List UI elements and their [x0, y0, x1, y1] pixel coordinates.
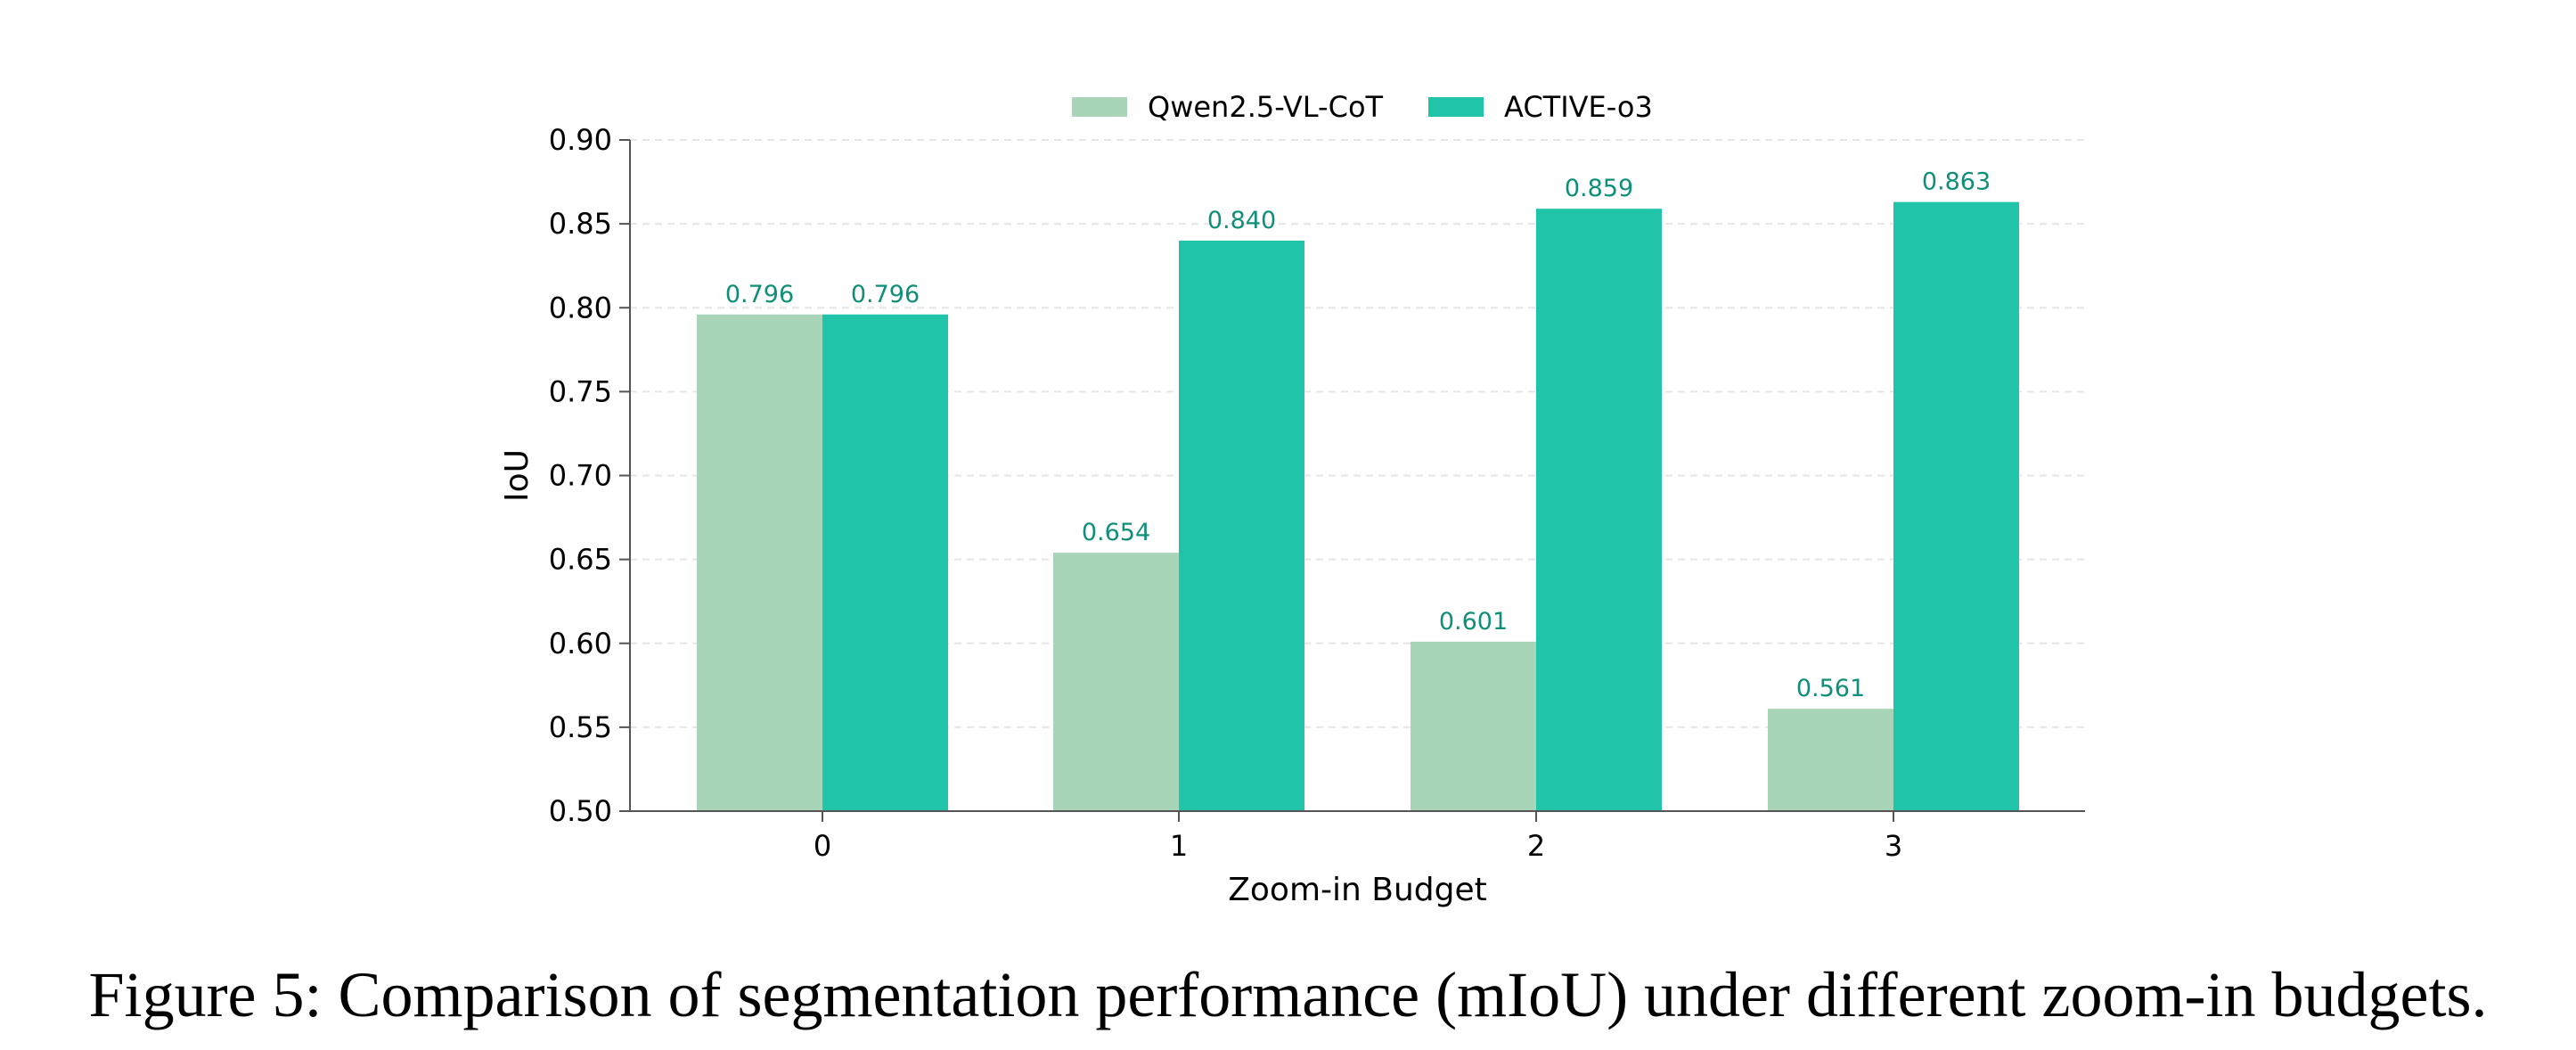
- bar-value-label: 0.840: [1207, 207, 1276, 234]
- y-tick-label: 0.65: [549, 543, 612, 577]
- bar-active-o3-0: [822, 314, 948, 811]
- y-axis-label: IoU: [499, 449, 536, 502]
- x-tick-label: 3: [1885, 829, 1902, 863]
- y-ticks: 0.50 0.55 0.60 0.65 0.70 0.75 0.80 0.85 0.90: [549, 123, 630, 828]
- bar-qwen-0: [697, 314, 822, 811]
- legend: Qwen2.5-VL-CoT ACTIVE-o3: [1072, 90, 1653, 124]
- y-tick-label: 0.90: [549, 123, 612, 157]
- x-axis-label: Zoom-in Budget: [1228, 872, 1487, 908]
- y-tick-label: 0.85: [549, 207, 612, 241]
- bar-active-o3-3: [1893, 201, 2019, 812]
- bar-value-label: 0.863: [1922, 168, 1991, 196]
- legend-swatch-qwen: [1072, 97, 1127, 117]
- legend-label-qwen: Qwen2.5-VL-CoT: [1148, 90, 1384, 124]
- bar-qwen-2: [1411, 641, 1536, 811]
- y-tick-label: 0.75: [549, 374, 612, 408]
- y-tick-label: 0.50: [549, 794, 612, 828]
- bar-value-label: 0.859: [1565, 175, 1633, 202]
- x-ticks: 0 1 2 3: [814, 811, 1902, 863]
- y-tick-label: 0.55: [549, 710, 612, 744]
- x-tick-label: 1: [1170, 829, 1188, 863]
- legend-label-active-o3: ACTIVE-o3: [1504, 90, 1653, 124]
- x-tick-label: 0: [814, 829, 831, 863]
- bar-active-o3-2: [1536, 209, 1662, 811]
- bar-qwen-1: [1053, 553, 1179, 811]
- bar-active-o3-1: [1179, 240, 1304, 811]
- x-tick-label: 2: [1527, 829, 1545, 863]
- figure-caption: Figure 5: Comparison of segmentation per…: [88, 959, 2488, 1030]
- bar-value-label: 0.601: [1439, 608, 1508, 636]
- y-tick-label: 0.60: [549, 627, 612, 660]
- y-tick-label: 0.70: [549, 459, 612, 493]
- legend-swatch-active-o3: [1428, 97, 1484, 117]
- bar-value-label: 0.796: [851, 281, 920, 308]
- bar-value-label: 0.654: [1082, 519, 1150, 546]
- bar-qwen-3: [1768, 709, 1893, 811]
- bar-value-label: 0.796: [725, 281, 794, 308]
- y-tick-label: 0.80: [549, 291, 612, 324]
- bar-value-label: 0.561: [1796, 675, 1865, 702]
- bars: [697, 201, 2019, 812]
- bar-value-labels: 0.796 0.654 0.601 0.561 0.796 0.840 0.859 0.863: [725, 168, 1991, 703]
